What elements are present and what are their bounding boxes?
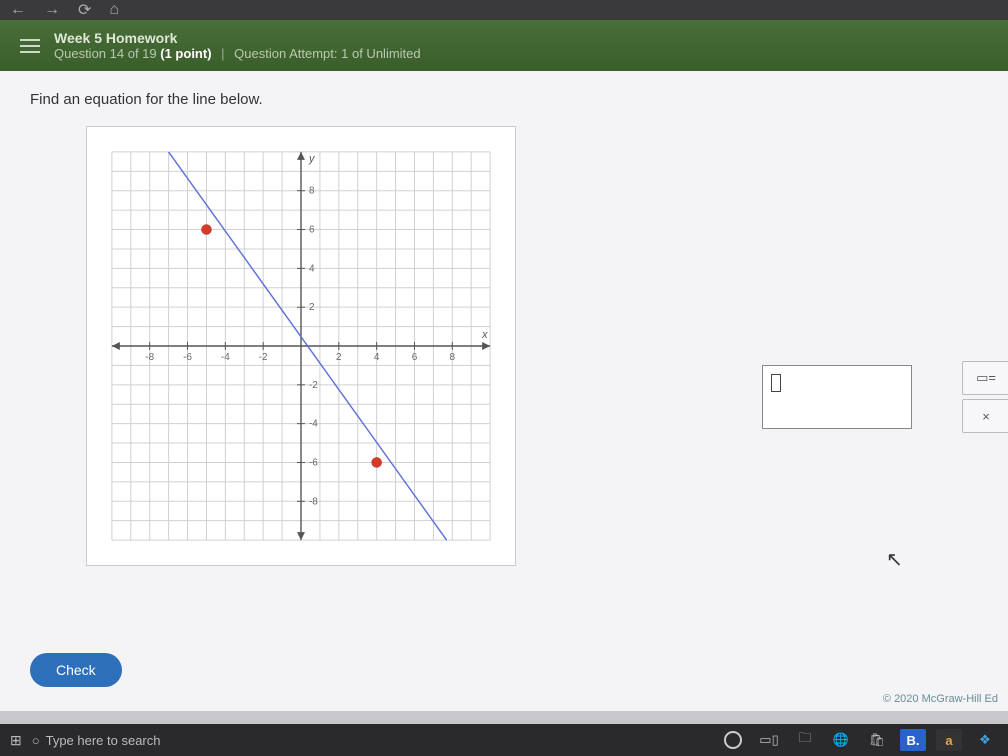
mouse-cursor-icon: ↖ (886, 547, 903, 572)
svg-text:-8: -8 (309, 496, 318, 507)
svg-text:x: x (481, 329, 488, 341)
back-icon[interactable]: ← (10, 1, 26, 19)
app-b-icon[interactable]: B. (900, 729, 926, 751)
svg-text:6: 6 (309, 225, 315, 236)
question-number: Question 14 of 19 (54, 46, 157, 61)
browser-chrome: ← → ⟳ ⌂ (0, 0, 1008, 20)
store-icon[interactable]: 🛍 (864, 729, 890, 751)
assignment-subtitle: Question 14 of 19 (1 point) | Question A… (54, 46, 421, 61)
windows-taskbar: ⊞ ○ Type here to search ▭▯ 🗀 🌐 🛍 B. a ❖ (0, 724, 1008, 756)
text-cursor (771, 374, 781, 392)
forward-icon[interactable]: → (44, 1, 60, 19)
attempt-label: Question Attempt: (234, 46, 337, 61)
check-button[interactable]: Check (30, 653, 122, 687)
svg-text:4: 4 (374, 352, 380, 363)
task-view-icon[interactable]: ▭▯ (756, 729, 782, 751)
points-label: (1 point) (160, 46, 211, 61)
taskbar-search-placeholder: Type here to search (46, 733, 161, 748)
graph-panel: -8 -6 -4 -2 2 4 6 8 -8 -6 -4 -2 2 4 6 8 x y (86, 126, 516, 566)
explorer-icon[interactable]: 🗀 (792, 729, 818, 751)
content-area: Find an equation for the line below. -8-… (0, 71, 1008, 711)
svg-text:6: 6 (412, 352, 418, 363)
svg-text:-4: -4 (221, 352, 230, 363)
question-prompt: Find an equation for the line below. (30, 91, 978, 108)
amazon-icon[interactable]: a (936, 729, 962, 751)
svg-text:-2: -2 (309, 380, 318, 391)
svg-text:-6: -6 (309, 457, 318, 468)
equation-tool-button[interactable]: ▭= (962, 361, 1008, 395)
home-icon[interactable]: ⌂ (109, 1, 119, 19)
svg-text:-8: -8 (145, 352, 154, 363)
svg-text:-4: -4 (309, 419, 318, 430)
attempt-value: 1 of Unlimited (341, 46, 420, 61)
tool-palette: ▭= × (962, 361, 1008, 437)
svg-text:8: 8 (450, 352, 456, 363)
reload-icon[interactable]: ⟳ (78, 0, 91, 20)
edge-icon[interactable]: 🌐 (828, 729, 854, 751)
dropbox-icon[interactable]: ❖ (972, 729, 998, 751)
svg-text:4: 4 (309, 263, 315, 274)
svg-text:8: 8 (309, 186, 315, 197)
svg-text:2: 2 (309, 302, 315, 313)
clear-tool-button[interactable]: × (962, 399, 1008, 433)
assignment-header: Week 5 Homework Question 14 of 19 (1 poi… (0, 20, 1008, 71)
answer-input[interactable] (762, 365, 912, 429)
svg-text:-2: -2 (259, 352, 268, 363)
svg-text:y: y (308, 153, 316, 165)
coordinate-graph: -8 -6 -4 -2 2 4 6 8 -8 -6 -4 -2 2 4 6 8 x y (87, 127, 515, 565)
svg-text:-6: -6 (183, 352, 192, 363)
svg-text:2: 2 (336, 352, 342, 363)
start-icon[interactable]: ⊞ (10, 732, 22, 749)
menu-icon[interactable] (20, 35, 40, 57)
taskbar-search[interactable]: ○ Type here to search (32, 733, 161, 748)
copyright-text: © 2020 McGraw-Hill Ed (883, 693, 998, 705)
assignment-title: Week 5 Homework (54, 30, 421, 46)
cortana-icon[interactable] (720, 729, 746, 751)
